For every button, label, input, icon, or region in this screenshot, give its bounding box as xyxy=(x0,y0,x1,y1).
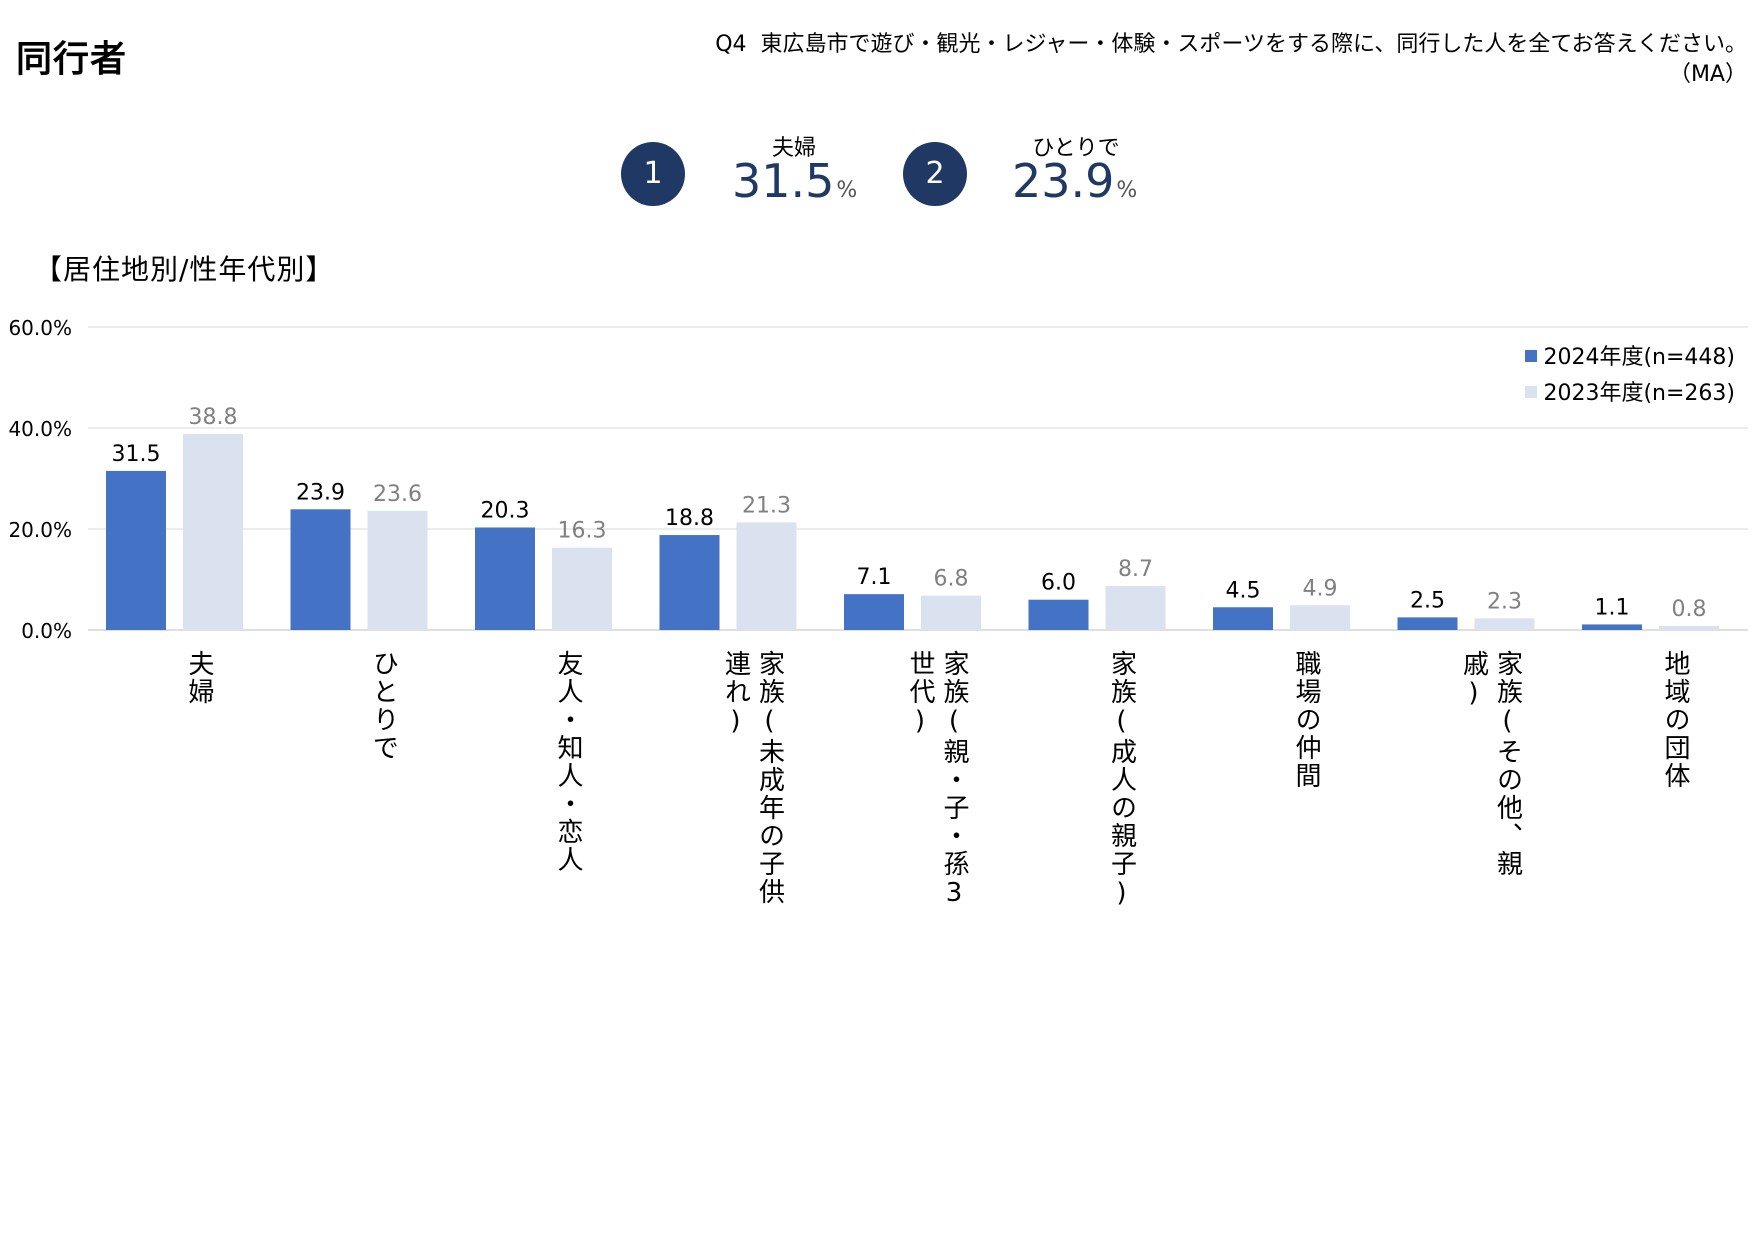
category-label: 家族(親・子・孫3世代) xyxy=(905,650,969,910)
rank-2-number: 23.9 xyxy=(1012,154,1115,208)
legend-item-2023: 2023年度(n=263) xyxy=(1525,376,1735,412)
question-text: Q4 東広島市で遊び・観光・レジャー・体験・スポーツをする際に、同行した人を全てお… xyxy=(547,30,1747,90)
category-label: ひとりで xyxy=(368,650,399,762)
data-label-2023: 21.3 xyxy=(742,493,791,518)
category-label: 家族(その他、親戚) xyxy=(1458,650,1523,878)
y-tick-label: 20.0% xyxy=(8,518,72,542)
data-label-2024: 7.1 xyxy=(857,565,892,590)
data-label-2024: 6.0 xyxy=(1041,571,1076,596)
data-label-2024: 1.1 xyxy=(1595,595,1630,620)
bar-chart: 0.0% 20.0% 40.0% 60.0% 31.5 38.8 23.9 23.6 20.3 1… xyxy=(8,316,1748,643)
data-label-2023: 8.7 xyxy=(1118,557,1153,582)
legend-label-2024: 2024年度(n=448) xyxy=(1543,345,1735,370)
rank-2-unit: % xyxy=(1116,178,1138,203)
bar-2023 xyxy=(1474,618,1535,630)
legend-swatch-2023 xyxy=(1525,386,1538,398)
rank-1-number: 31.5 xyxy=(732,154,835,208)
legend-label-2023: 2023年度(n=263) xyxy=(1543,381,1735,406)
y-tick-label: 0.0% xyxy=(21,619,72,643)
category-label: 友人・知人・恋人 xyxy=(553,650,583,874)
category-label: 家族(成人の親子) xyxy=(1106,650,1137,910)
data-label-2024: 2.5 xyxy=(1410,588,1445,613)
bar-2024 xyxy=(844,594,904,630)
data-label-2023: 16.3 xyxy=(558,519,607,544)
data-label-2023: 38.8 xyxy=(189,405,238,430)
bar-2024 xyxy=(1028,599,1089,630)
question-type: （MA） xyxy=(1668,62,1747,87)
rank-1-value: 31.5% xyxy=(732,154,857,208)
y-tick-label: 40.0% xyxy=(8,417,72,441)
rank-1-badge: 1 xyxy=(621,142,685,206)
data-label-2024: 4.5 xyxy=(1226,578,1261,603)
bar-2023 xyxy=(367,510,428,630)
data-label-2023: 2.3 xyxy=(1487,589,1522,614)
bar-2024 xyxy=(1397,617,1458,630)
data-label-2024: 23.9 xyxy=(296,480,345,505)
bar-2024 xyxy=(1213,607,1273,630)
category-label: 地域の団体 xyxy=(1660,650,1690,790)
category-label: 家族(未成年の子供連れ) xyxy=(720,650,785,906)
page-title: 同行者 xyxy=(16,39,128,80)
chart-legend: 2024年度(n=448) 2023年度(n=263) xyxy=(1525,340,1735,412)
rank-1-unit: % xyxy=(836,178,858,203)
category-label: 職場の仲間 xyxy=(1291,650,1321,790)
bar-2024 xyxy=(475,527,535,630)
data-label-2023: 4.9 xyxy=(1303,576,1338,601)
data-label-2024: 31.5 xyxy=(112,442,161,467)
bar-2023 xyxy=(921,595,981,630)
rank-2-label: ひとりで xyxy=(1032,136,1120,161)
y-tick-label: 60.0% xyxy=(8,316,72,340)
top-ranks: 1 夫婦 31.5% 2 ひとりで 23.9% xyxy=(0,120,1755,220)
legend-swatch-2024 xyxy=(1525,350,1538,362)
bar-2023 xyxy=(736,522,797,630)
rank-1-label: 夫婦 xyxy=(771,136,816,161)
bar-2024 xyxy=(1582,624,1642,630)
bar-2023 xyxy=(552,547,612,630)
bar-2023 xyxy=(1105,586,1166,630)
bar-2023 xyxy=(183,434,243,630)
bar-2024 xyxy=(106,470,166,630)
data-label-2023: 0.8 xyxy=(1672,597,1707,622)
bar-2023 xyxy=(1659,625,1719,630)
legend-item-2024: 2024年度(n=448) xyxy=(1525,340,1735,376)
data-label-2023: 6.8 xyxy=(934,567,969,592)
bar-2024 xyxy=(290,509,351,630)
data-label-2023: 23.6 xyxy=(373,482,422,507)
section-heading: 【居住地別/性年代別】 xyxy=(34,253,335,286)
bar-2023 xyxy=(1290,605,1350,630)
question-number: Q4 xyxy=(715,32,747,57)
question-body: 東広島市で遊び・観光・レジャー・体験・スポーツをする際に、同行した人を全てお答え… xyxy=(760,32,1747,57)
rank-2-value: 23.9% xyxy=(1012,154,1137,208)
rank-2-badge: 2 xyxy=(903,142,967,206)
bar-2024 xyxy=(659,535,720,630)
data-label-2024: 18.8 xyxy=(665,506,714,531)
category-label: 夫婦 xyxy=(184,650,214,706)
data-label-2024: 20.3 xyxy=(481,498,530,523)
